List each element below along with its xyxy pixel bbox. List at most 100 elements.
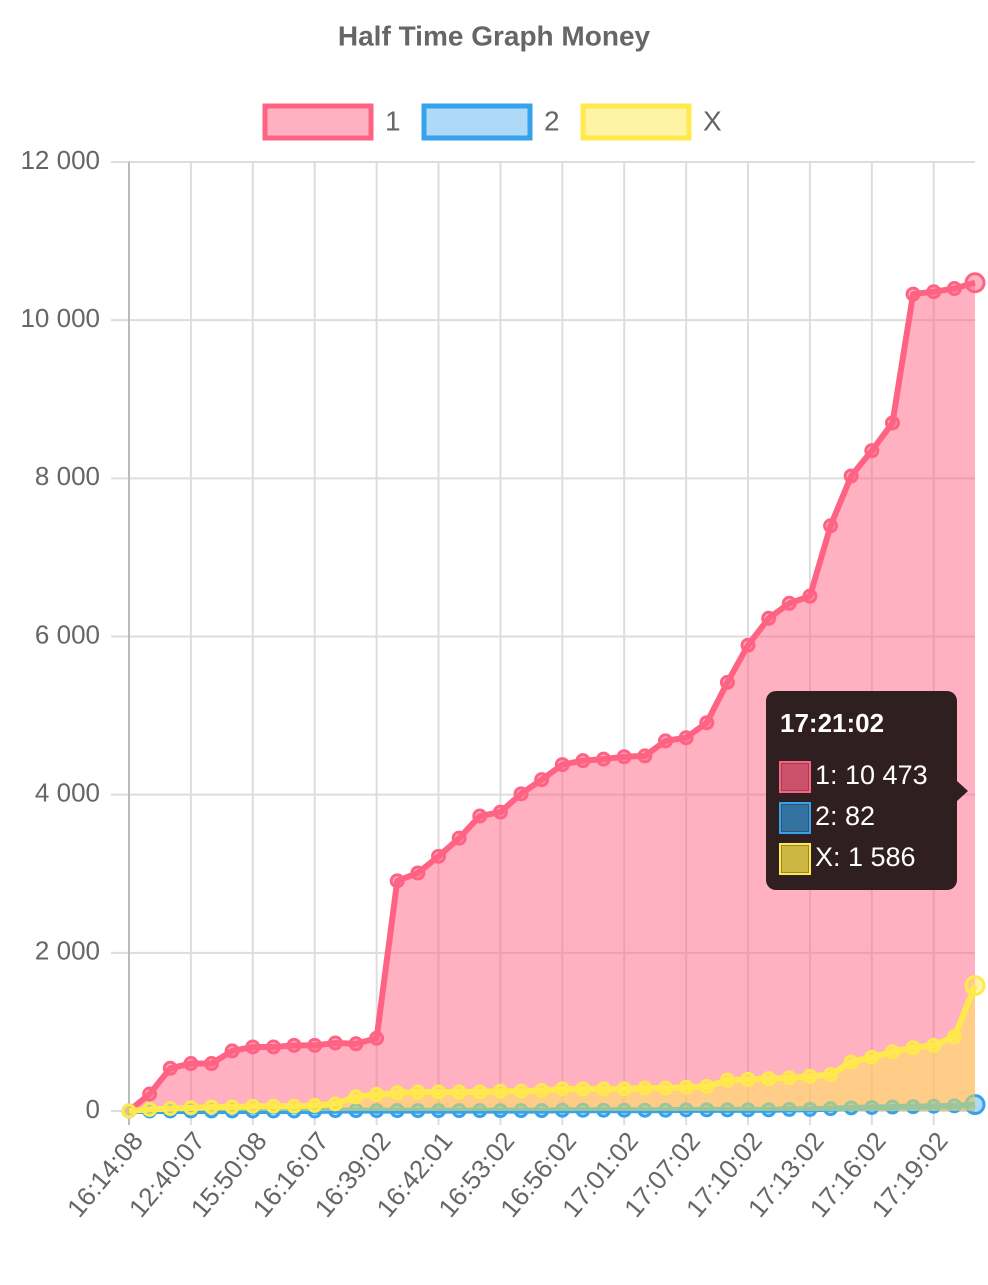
data-point (286, 1098, 302, 1114)
data-point (534, 1082, 550, 1098)
data-point (843, 1054, 859, 1070)
data-point (575, 753, 591, 769)
data-point (740, 1071, 756, 1087)
y-tick-label: 8 000 (35, 461, 100, 491)
y-tick-label: 6 000 (35, 619, 100, 649)
data-point (513, 1083, 529, 1099)
data-point (451, 1084, 467, 1100)
y-tick-label: 10 000 (20, 303, 100, 333)
data-point (224, 1043, 240, 1059)
y-tick-label: 12 000 (20, 145, 100, 175)
data-point (905, 286, 921, 302)
data-point (596, 1081, 612, 1097)
data-point (719, 1072, 735, 1088)
legend-label: 1 (385, 105, 401, 136)
series-area (129, 282, 975, 1111)
legend-swatch (262, 103, 374, 141)
y-tick-label: 4 000 (35, 778, 100, 808)
tooltip-swatch-bg (782, 764, 808, 790)
data-point (431, 848, 447, 864)
data-point (183, 1100, 199, 1116)
data-point (843, 468, 859, 484)
tooltip-title: 17:21:02 (780, 708, 884, 738)
data-point (492, 804, 508, 820)
data-point (286, 1037, 302, 1053)
data-point (964, 975, 986, 997)
data-point (781, 1070, 797, 1086)
data-point (926, 1037, 942, 1053)
data-point (265, 1039, 281, 1055)
data-point (327, 1096, 343, 1112)
data-point (554, 1081, 570, 1097)
data-point (162, 1101, 178, 1117)
data-point (369, 1030, 385, 1046)
data-point (719, 674, 735, 690)
data-point (616, 1081, 632, 1097)
data-point (121, 1103, 137, 1119)
legend-swatch (580, 103, 692, 141)
data-point (513, 786, 529, 802)
data-point (657, 1080, 673, 1096)
data-point (307, 1037, 323, 1053)
chart-title: Half Time Graph Money (338, 20, 651, 51)
data-point (575, 1081, 591, 1097)
tooltip-swatch (779, 802, 811, 834)
tooltip-swatch-bg (782, 805, 808, 831)
y-tick-label: 2 000 (35, 936, 100, 966)
data-point (554, 757, 570, 773)
data-point (265, 1098, 281, 1114)
data-point (534, 772, 550, 788)
data-point (389, 1085, 405, 1101)
y-tick-label: 0 (86, 1094, 100, 1124)
tooltip-caret (957, 781, 968, 801)
data-point (410, 865, 426, 881)
tooltip-line: 2: 82 (815, 801, 875, 831)
data-point (142, 1101, 158, 1117)
data-point (761, 1071, 777, 1087)
data-point (204, 1099, 220, 1115)
data-point (864, 443, 880, 459)
data-point (823, 518, 839, 534)
data-point (204, 1056, 220, 1072)
data-point (245, 1098, 261, 1114)
data-point (864, 1049, 880, 1065)
data-point (946, 1029, 962, 1045)
data-point (884, 415, 900, 431)
data-point (823, 1067, 839, 1083)
data-point (492, 1083, 508, 1099)
data-point (678, 1079, 694, 1095)
data-point (327, 1035, 343, 1051)
data-point (657, 733, 673, 749)
data-point (162, 1060, 178, 1076)
data-point (964, 272, 986, 294)
legend-swatch (421, 103, 533, 141)
data-point (781, 595, 797, 611)
data-point (740, 637, 756, 653)
data-point (678, 730, 694, 746)
data-point (926, 284, 942, 300)
legend-label: 2 (544, 105, 560, 136)
data-point (224, 1099, 240, 1115)
data-point (142, 1086, 158, 1102)
tooltip-swatch-bg (782, 846, 808, 872)
data-point (802, 588, 818, 604)
data-point (637, 748, 653, 764)
data-point (637, 1080, 653, 1096)
data-point (616, 749, 632, 765)
data-point (905, 1040, 921, 1056)
data-point (307, 1097, 323, 1113)
data-point (348, 1089, 364, 1105)
data-point (884, 1044, 900, 1060)
data-point (431, 1084, 447, 1100)
legend-label: X (703, 105, 722, 136)
data-point (699, 715, 715, 731)
data-point (699, 1078, 715, 1094)
data-point (183, 1056, 199, 1072)
data-point (389, 873, 405, 889)
data-point (472, 1084, 488, 1100)
data-point (472, 808, 488, 824)
data-point (802, 1068, 818, 1084)
data-point (761, 610, 777, 626)
data-point (946, 281, 962, 297)
